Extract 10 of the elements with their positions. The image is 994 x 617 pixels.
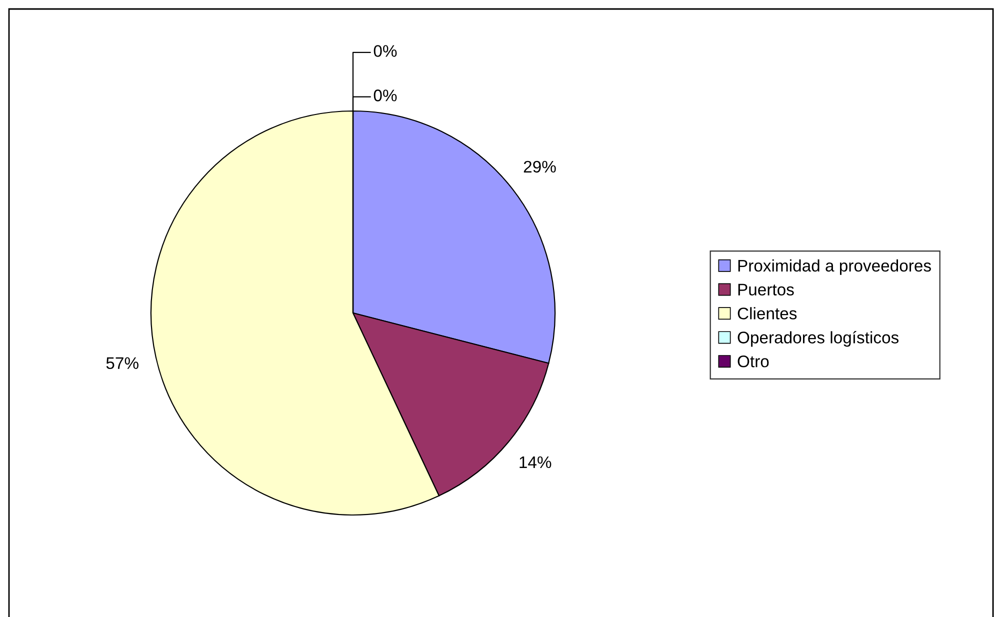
legend-label: Clientes	[738, 307, 797, 320]
legend-label: Proximidad a proveedores	[738, 259, 931, 275]
data-label: 29%	[524, 160, 556, 173]
data-label: 57%	[106, 357, 138, 370]
legend-label: Puertos	[738, 284, 794, 296]
legend-label: Otro	[738, 356, 769, 368]
data-label: 14%	[520, 456, 552, 468]
text: 0%	[374, 90, 397, 102]
legend-label: Operadores logísticos	[738, 331, 899, 347]
text: 0%	[374, 45, 397, 57]
